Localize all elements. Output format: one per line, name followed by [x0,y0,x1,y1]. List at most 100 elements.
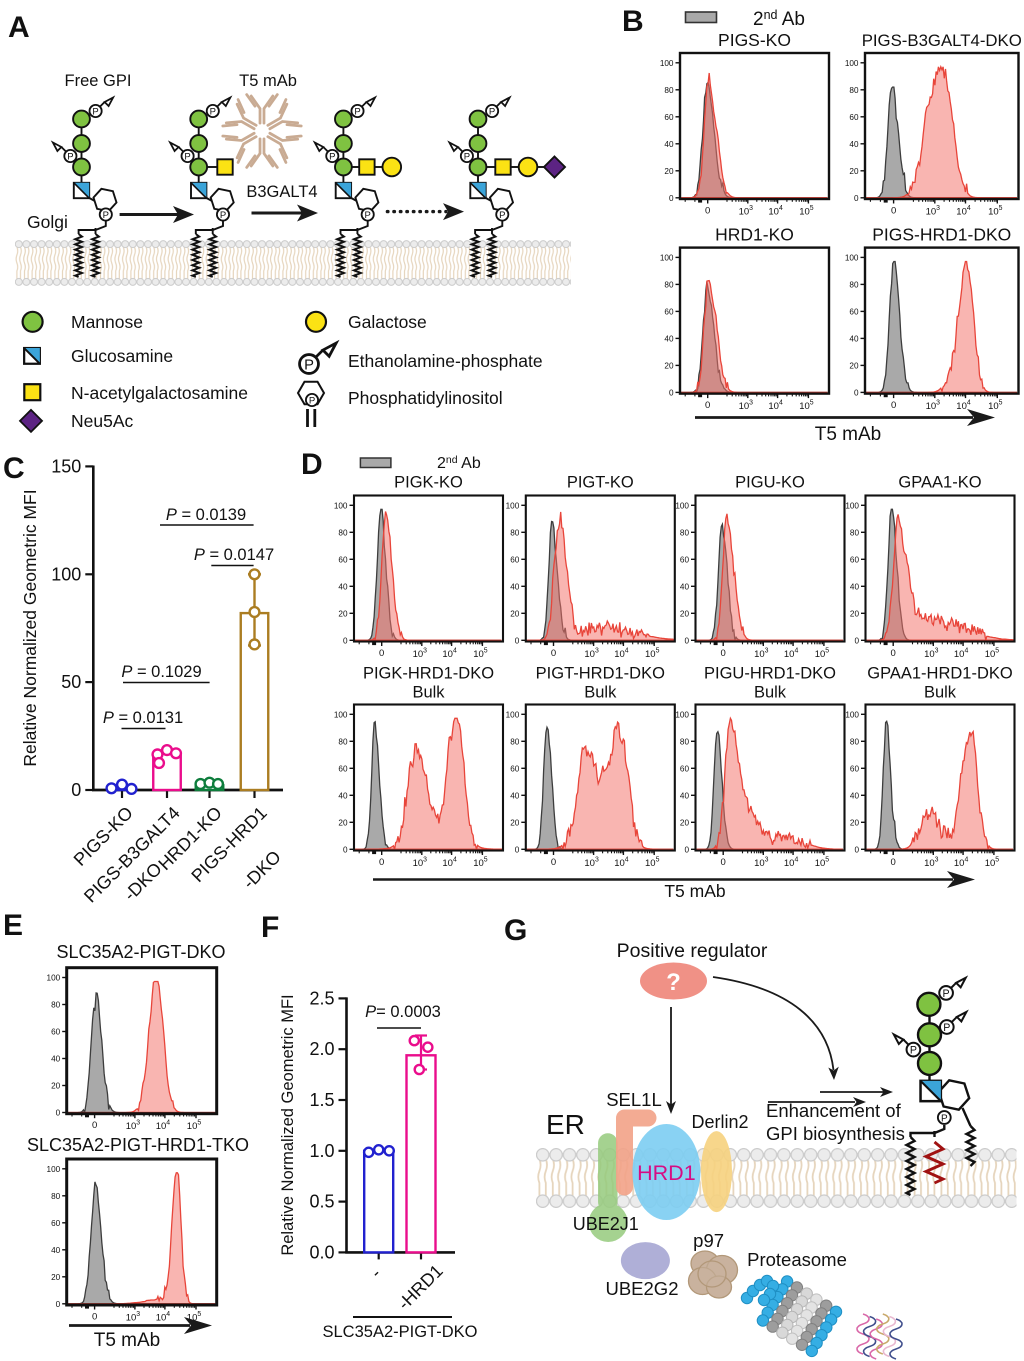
svg-text:PIGT-KO: PIGT-KO [567,474,634,492]
svg-text:UBE2J1: UBE2J1 [573,1214,639,1234]
svg-text:80: 80 [338,737,348,746]
svg-text:105: 105 [473,648,488,661]
svg-text:60: 60 [664,113,674,122]
svg-text:Bulk: Bulk [584,684,617,702]
svg-text:Bulk: Bulk [412,684,445,702]
svg-text:0: 0 [71,780,81,800]
svg-text:103: 103 [924,648,939,661]
svg-text:100: 100 [845,710,859,719]
svg-text:Relative Normalized Geometric: Relative Normalized Geometric MFI [279,994,297,1255]
svg-text:0: 0 [891,857,896,868]
svg-text:0: 0 [56,1300,61,1309]
svg-text:104: 104 [954,648,969,661]
svg-text:0: 0 [379,648,384,659]
svg-text:B: B [622,5,644,38]
svg-text:20: 20 [664,167,674,176]
svg-text:0: 0 [92,1120,97,1131]
svg-text:100: 100 [47,1165,61,1174]
svg-text:Galactose: Galactose [348,312,427,332]
svg-text:F: F [261,911,279,944]
svg-text:104: 104 [954,857,969,870]
svg-text:103: 103 [126,1311,141,1324]
svg-text:60: 60 [510,555,520,564]
svg-text:60: 60 [510,764,520,773]
svg-text:1.5: 1.5 [309,1090,334,1110]
svg-text:104: 104 [614,857,629,870]
svg-text:100: 100 [334,710,348,719]
svg-text:HRD1-KO: HRD1-KO [715,225,794,245]
svg-text:SLC35A2-PIGT-DKO: SLC35A2-PIGT-DKO [323,1323,478,1341]
svg-text:80: 80 [680,528,690,537]
svg-text:T5 mAb: T5 mAb [815,424,882,445]
svg-text:20: 20 [849,361,859,370]
svg-text:40: 40 [338,791,348,800]
svg-text:SLC35A2-PIGT-DKO: SLC35A2-PIGT-DKO [56,942,225,962]
svg-text:80: 80 [338,528,348,537]
svg-text:20: 20 [849,167,859,176]
svg-text:0: 0 [551,857,556,868]
svg-text:105: 105 [645,857,660,870]
svg-text:0: 0 [343,845,348,854]
svg-text:103: 103 [413,857,428,870]
svg-text:C: C [3,452,25,485]
svg-text:UBE2G2: UBE2G2 [605,1278,678,1299]
svg-text:105: 105 [985,857,1000,870]
svg-text:100: 100 [675,501,689,510]
svg-text:80: 80 [51,1192,61,1201]
svg-text:80: 80 [849,86,859,95]
svg-text:20: 20 [850,818,860,827]
svg-text:T5 mAb: T5 mAb [664,881,725,901]
svg-text:40: 40 [51,1055,61,1064]
svg-text:0: 0 [92,1312,97,1323]
svg-text:100: 100 [675,710,689,719]
svg-text:0: 0 [854,636,859,645]
svg-text:60: 60 [338,555,348,564]
svg-text:G: G [504,914,527,947]
svg-text:2.5: 2.5 [309,988,334,1008]
svg-text:100: 100 [506,501,520,510]
svg-text:100: 100 [660,253,674,262]
svg-text:60: 60 [664,307,674,316]
svg-text:103: 103 [739,400,754,413]
svg-text:T5 mAb: T5 mAb [239,72,297,90]
svg-text:104: 104 [768,400,783,413]
svg-text:P= 0.0003: P= 0.0003 [365,1003,441,1021]
svg-text:105: 105 [645,648,660,661]
svg-text:Positive regulator: Positive regulator [617,940,768,962]
svg-text:104: 104 [156,1311,171,1324]
svg-text:PIGK-HRD1-DKO: PIGK-HRD1-DKO [363,665,494,683]
svg-text:80: 80 [510,737,520,746]
svg-text:104: 104 [956,205,971,218]
svg-text:2nd Ab: 2nd Ab [753,8,805,30]
svg-text:GPI biosynthesis: GPI biosynthesis [766,1123,905,1144]
svg-text:105: 105 [815,857,830,870]
svg-text:A: A [8,11,30,44]
svg-text:104: 104 [784,857,799,870]
svg-text:PIGS-B3GALT4-DKO: PIGS-B3GALT4-DKO [862,31,1022,50]
svg-text:0: 0 [721,648,726,659]
svg-text:80: 80 [680,737,690,746]
svg-text:100: 100 [51,564,81,584]
svg-text:20: 20 [680,818,690,827]
svg-text:80: 80 [664,86,674,95]
svg-text:0: 0 [515,636,520,645]
svg-text:0: 0 [891,400,896,411]
svg-text:20: 20 [510,609,520,618]
svg-text:80: 80 [850,737,860,746]
svg-text:Glucosamine: Glucosamine [71,346,173,366]
svg-text:104: 104 [768,205,783,218]
svg-text:0: 0 [669,388,674,397]
svg-text:E: E [3,909,23,942]
svg-text:0: 0 [891,206,896,217]
svg-text:0: 0 [684,636,689,645]
svg-text:2.0: 2.0 [309,1039,334,1059]
svg-text:Relative Normalized Geometric: Relative Normalized Geometric MFI [20,489,40,766]
svg-text:60: 60 [850,764,860,773]
svg-text:-DKO: -DKO [239,847,285,893]
svg-text:103: 103 [926,400,941,413]
svg-text:104: 104 [784,648,799,661]
svg-text:0: 0 [891,648,896,659]
svg-text:20: 20 [850,609,860,618]
svg-text:0.5: 0.5 [309,1192,334,1212]
svg-text:40: 40 [510,582,520,591]
